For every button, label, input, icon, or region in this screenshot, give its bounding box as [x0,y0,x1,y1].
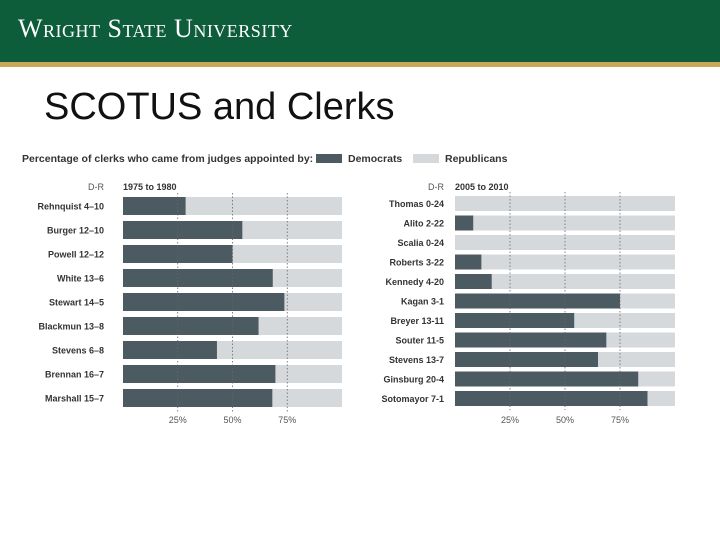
bar-democrats [123,389,273,407]
bar-republicans [606,332,675,348]
bar-republicans [620,293,675,309]
header-banner: Wright State University [0,0,720,62]
bar-democrats [123,341,217,359]
bar-democrats [455,391,648,406]
category-label: Stevens 13-7 [389,355,444,365]
x-tick-label: 75% [611,415,629,425]
legend-swatch-democrats [316,154,342,163]
category-label: Kagan 3-1 [401,297,444,307]
category-label: Breyer 13-11 [390,316,444,326]
legend-label-republicans: Republicans [445,153,508,165]
bar-democrats [123,269,273,287]
category-label: Scalia 0-24 [397,238,444,248]
bar-democrats [123,197,186,215]
category-label: Souter 11-5 [395,336,444,346]
category-label: Burger 12–10 [47,226,104,236]
legend-title: Percentage of clerks who came from judge… [22,153,313,165]
category-label: Blackmun 13–8 [38,322,104,332]
x-tick-label: 50% [556,415,574,425]
category-label: Rehnquist 4–10 [37,202,104,212]
bar-republicans [284,293,342,311]
category-label: Ginsburg 20-4 [383,375,444,385]
category-label: Alito 2-22 [403,219,444,229]
bar-republicans [598,352,675,367]
chart-panel-1975: D-R 1975 to 1980 Rehnquist 4–10 Burger 12–1… [37,182,342,425]
category-label: Sotomayor 7-1 [381,394,444,404]
bar-democrats [123,365,276,383]
university-logo: Wright State University [18,14,293,43]
bar-democrats [455,215,474,231]
category-label: Brennan 16–7 [45,370,104,380]
x-tick-label: 75% [278,415,296,425]
bar-democrats [455,274,492,289]
category-label: Thomas 0-24 [389,199,444,209]
category-label: Powell 12–12 [48,250,104,260]
category-label: Roberts 3-22 [389,258,444,268]
category-label: Stevens 6–8 [52,346,104,356]
bar-republicans [216,341,342,359]
bar-republicans [473,215,675,231]
category-label: Kennedy 4-20 [385,277,444,287]
bar-democrats [455,293,620,309]
bar-democrats [455,254,482,270]
bar-democrats [123,317,259,335]
panel-title: 2005 to 2010 [455,182,509,192]
x-tick-label: 50% [223,415,241,425]
column-label-dr: D-R [428,182,444,192]
bar-republicans [647,391,675,406]
bar-republicans [258,317,342,335]
slide-title: SCOTUS and Clerks [44,86,395,128]
bar-republicans [272,269,342,287]
x-tick-label: 25% [169,415,187,425]
bar-republicans [272,389,342,407]
bar-republicans [242,221,342,239]
category-label: White 13–6 [57,274,104,284]
category-label: Stewart 14–5 [49,298,104,308]
chart-legend: Percentage of clerks who came from judge… [22,153,508,165]
bar-democrats [455,371,639,387]
bar-republicans [275,365,342,383]
header-accent-line [0,62,720,67]
bar-republicans [638,371,675,387]
legend-swatch-republicans [413,154,439,163]
column-label-dr: D-R [88,182,104,192]
legend-label-democrats: Democrats [348,153,402,165]
bar-republicans [491,274,675,289]
bar-democrats [123,293,285,311]
bar-democrats [455,332,607,348]
x-tick-label: 25% [501,415,519,425]
bar-democrats [455,352,598,367]
bar-democrats [455,313,575,328]
panel-title: 1975 to 1980 [123,182,177,192]
bar-republicans [481,254,675,270]
bar-democrats [123,221,243,239]
chart-panel-2005: D-R 2005 to 2010 Thomas 0-24 Alito 2-22 Scal… [381,182,675,425]
category-label: Marshall 15–7 [45,394,104,404]
bar-republicans [574,313,675,328]
bar-republicans [185,197,342,215]
